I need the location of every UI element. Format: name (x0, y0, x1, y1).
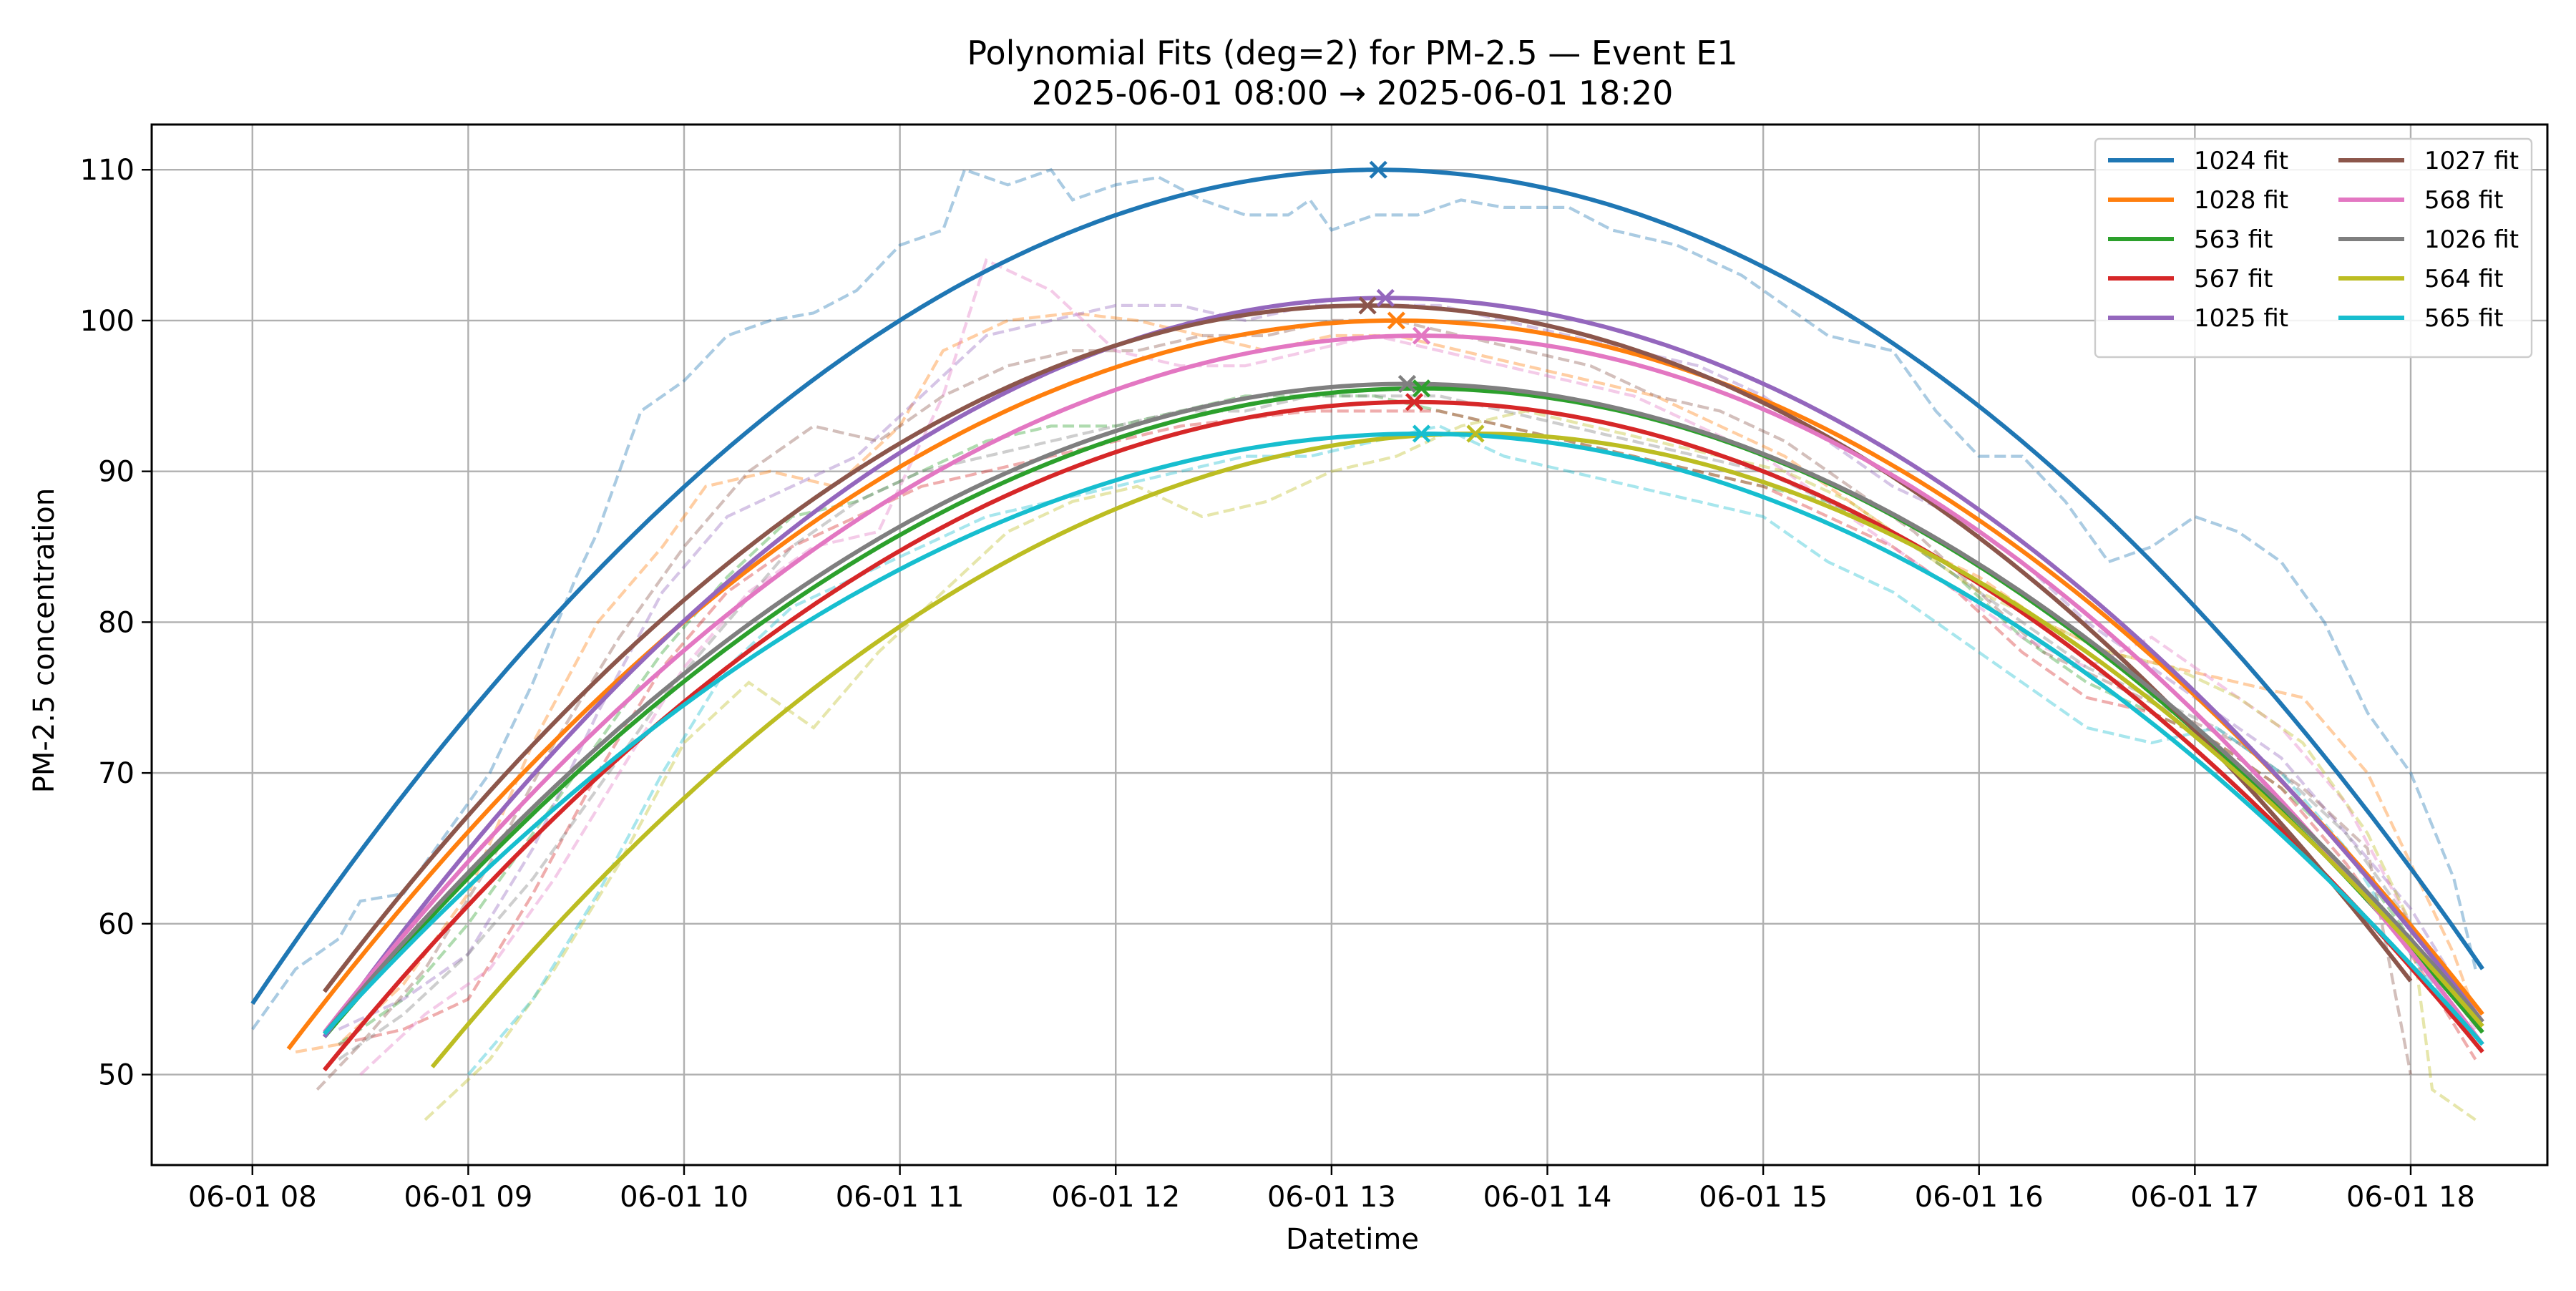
x-tick-label: 06-01 11 (836, 1181, 965, 1214)
peak-marker-stroke (1376, 288, 1395, 307)
peak-marker-stroke (1387, 311, 1405, 330)
legend-label: 1028 fit (2194, 186, 2288, 215)
peak-marker-stroke (1397, 374, 1417, 394)
y-tick-label: 80 (98, 606, 135, 639)
legend-label: 563 fit (2194, 225, 2273, 254)
legend-label: 1024 fit (2194, 147, 2288, 175)
peak-marker (1466, 424, 1485, 443)
x-tick-label: 06-01 09 (404, 1181, 532, 1214)
y-tick-label: 60 (98, 908, 135, 941)
x-tick-label: 06-01 18 (2346, 1181, 2475, 1214)
peak-marker (1412, 379, 1431, 398)
peak-marker (1412, 326, 1431, 345)
peak-marker (1369, 160, 1387, 179)
chart-title: Polynomial Fits (deg=2) for PM-2.5 — Eve… (967, 34, 1737, 72)
peak-marker (1387, 311, 1405, 330)
peak-marker-stroke (1466, 424, 1485, 443)
peak-marker (1397, 374, 1417, 394)
y-tick-label: 50 (98, 1059, 135, 1092)
fit-curve (322, 399, 2484, 1072)
peak-marker-stroke (1358, 296, 1377, 315)
y-tick-label: 70 (98, 757, 135, 790)
peak-marker (1358, 296, 1377, 315)
x-tick-label: 06-01 12 (1051, 1181, 1180, 1214)
legend-label: 568 fit (2424, 186, 2503, 215)
peak-marker-stroke (1412, 379, 1431, 398)
legend-label: 564 fit (2424, 265, 2503, 293)
plot-frame (150, 123, 2549, 1166)
fit-curve (322, 381, 2484, 1036)
raw-series-line (338, 409, 2477, 1061)
peak-marker-stroke (1412, 424, 1431, 443)
peak-marker (1412, 424, 1431, 443)
legend-label: 1026 fit (2424, 225, 2519, 254)
y-tick-label: 110 (80, 154, 135, 187)
x-tick-label: 06-01 15 (1699, 1181, 1828, 1214)
peak-marker (1376, 288, 1395, 307)
x-tick-label: 06-01 10 (620, 1181, 748, 1214)
peak-marker-stroke (1405, 393, 1424, 411)
fit-curve (322, 333, 2484, 1046)
peak-marker-stroke (1412, 326, 1431, 345)
fit-curve (323, 431, 2484, 1046)
raw-series-line (251, 167, 2477, 1031)
legend-label: 1025 fit (2194, 304, 2288, 333)
y-axis-label: PM-2.5 concentration (28, 488, 61, 793)
y-tick-label: 90 (98, 456, 135, 489)
fit-curve (322, 296, 2484, 1038)
legend-label: 567 fit (2194, 265, 2273, 293)
x-tick-label: 06-01 17 (2130, 1181, 2259, 1214)
legend: 1024 fit 1028 fit 563 fit 567 fit 1025 fit 10… (2094, 137, 2533, 359)
legend-label: 1027 fit (2424, 147, 2519, 175)
x-tick-label: 06-01 13 (1267, 1181, 1396, 1214)
peak-marker-stroke (1369, 160, 1387, 179)
x-tick-label: 06-01 14 (1483, 1181, 1612, 1214)
x-axis-label: Datetime (1286, 1223, 1419, 1256)
x-tick-label: 06-01 08 (188, 1181, 317, 1214)
chart-subtitle: 2025-06-01 08:00 → 2025-06-01 18:20 (1032, 74, 1674, 112)
raw-series-line (359, 258, 2477, 1076)
fit-curve (250, 167, 2484, 1005)
legend-box (2094, 137, 2533, 359)
y-tick-label: 100 (80, 305, 135, 338)
peak-marker (1405, 393, 1424, 411)
x-tick-label: 06-01 16 (1915, 1181, 2044, 1214)
legend-label: 565 fit (2424, 304, 2503, 333)
raw-series-line (467, 424, 2477, 1076)
raw-series-line (424, 409, 2477, 1121)
